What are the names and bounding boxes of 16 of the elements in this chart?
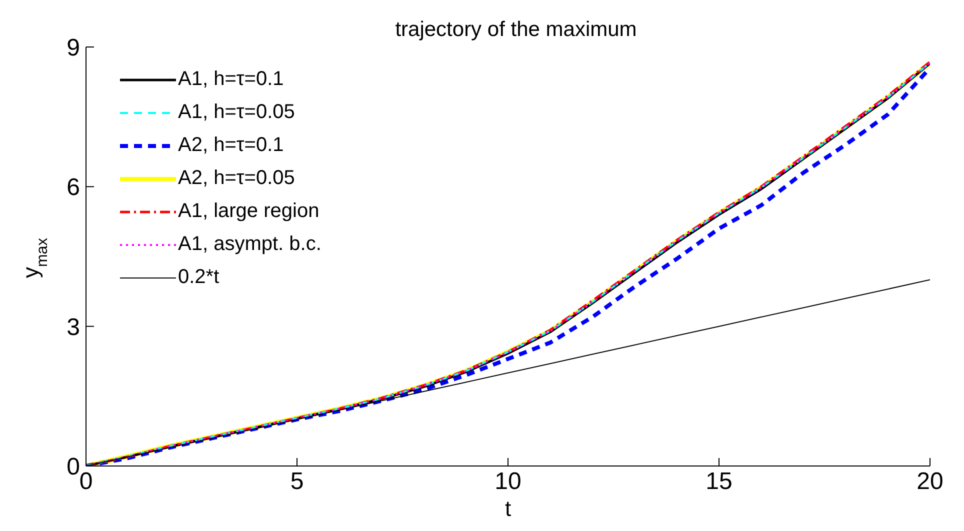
- x-tick-label: 10: [494, 468, 522, 496]
- legend-label: A2, h=τ=0.05: [178, 166, 295, 191]
- x-tick-label: 5: [290, 468, 304, 496]
- chart-title: trajectory of the maximum: [395, 18, 637, 41]
- legend-label: A1, h=τ=0.1: [178, 67, 284, 92]
- legend-label: A1, h=τ=0.05: [178, 100, 295, 125]
- legend-label: A2, h=τ=0.1: [178, 133, 284, 158]
- legend-label: A1, asympt. b.c.: [178, 232, 322, 257]
- x-tick-label: 15: [706, 468, 732, 496]
- y-tick-label: 3: [66, 314, 80, 341]
- legend-label: A1, large region: [178, 199, 320, 224]
- x-axis-title: t: [504, 496, 512, 521]
- y-tick-label: 6: [66, 174, 80, 202]
- legend-label: 0.2*t: [178, 265, 220, 290]
- y-tick-label: 9: [66, 34, 80, 62]
- x-tick-label: 20: [916, 468, 944, 496]
